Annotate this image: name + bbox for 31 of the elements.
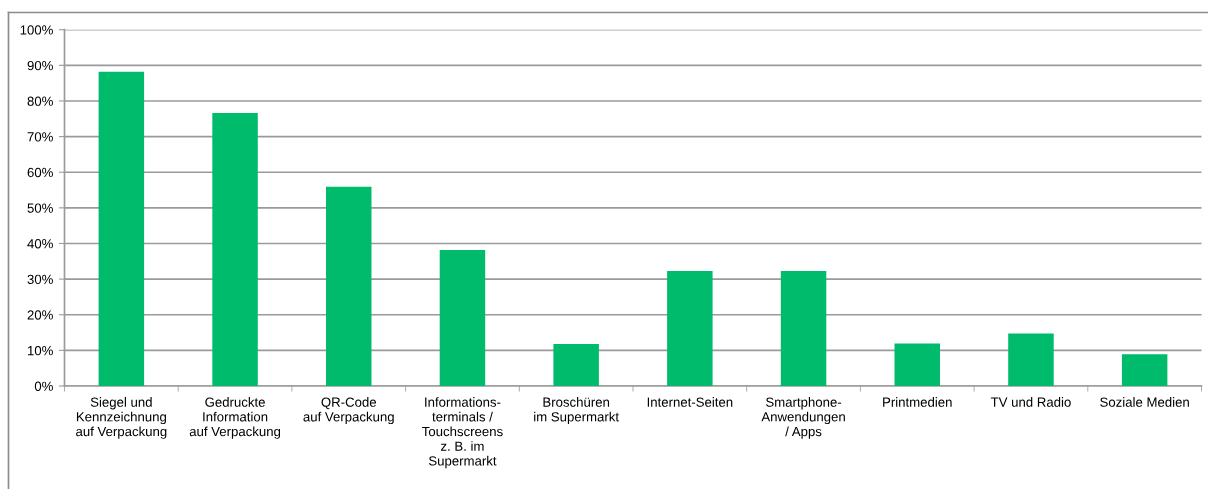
x-tick-label: Printmedien [883, 397, 952, 407]
x-tick-label: TV und Radio [990, 397, 1071, 407]
bar [98, 71, 145, 386]
x-tick-label: Smartphone- Anwendungen / Apps [761, 397, 845, 439]
bar [1008, 333, 1054, 386]
y-tick-label: 50% [27, 203, 53, 213]
x-tick-label: Broschüren im Supermarkt [534, 397, 619, 425]
bar [667, 270, 713, 386]
bar [780, 270, 827, 386]
x-tick-label: Siegel und Kennzeichnung auf Verpackung [76, 397, 167, 439]
y-tick-label: 90% [27, 60, 53, 71]
bar [894, 343, 940, 386]
y-tick-label: 80% [27, 96, 53, 106]
x-tick-label: QR-Code auf Verpackung [303, 397, 394, 425]
y-tick-label: 100% [20, 25, 53, 35]
y-tick-label: 20% [27, 310, 53, 320]
x-tick-label: Gedruckte Information auf Verpackung [189, 397, 281, 439]
y-tick-label: 30% [27, 274, 53, 285]
bar [212, 113, 258, 386]
bar [326, 186, 372, 386]
y-tick-label: 10% [27, 345, 53, 356]
y-tick-label: 70% [27, 132, 53, 142]
bar [1121, 354, 1168, 386]
x-tick-label: Informations- terminals / Touchscreens z. B. im Supermarkt [422, 397, 503, 469]
bar [439, 249, 486, 386]
bar [553, 343, 599, 386]
y-tick-label: 40% [27, 239, 53, 249]
y-tick-label: 0% [34, 381, 53, 391]
y-tick-label: 60% [27, 167, 53, 178]
x-tick-label: Soziale Medien [1100, 397, 1189, 407]
x-tick-label: Internet-Seiten [647, 397, 733, 407]
